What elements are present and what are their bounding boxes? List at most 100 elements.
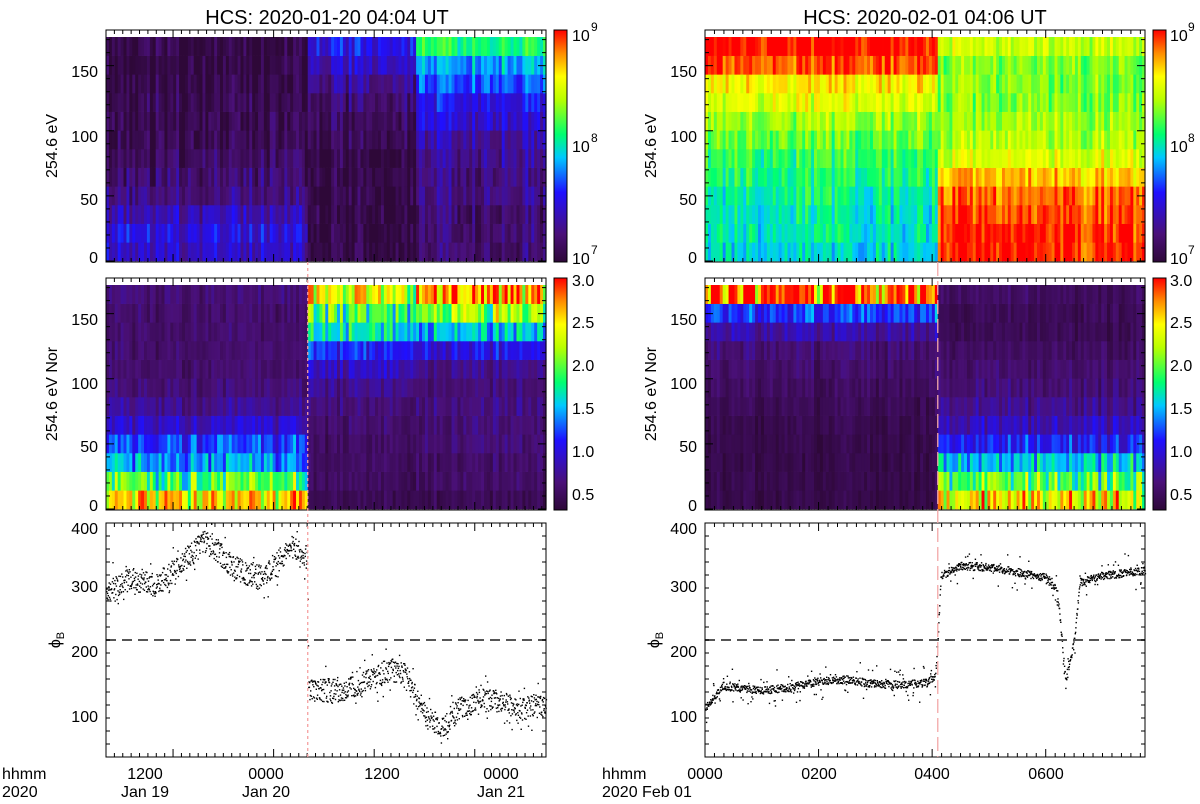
phi-point: [391, 660, 393, 663]
phi-point: [160, 584, 162, 586]
phi-point: [238, 575, 241, 578]
heatmap-cell: [501, 453, 506, 472]
heatmap-cell: [199, 223, 204, 243]
heatmap-cell: [451, 55, 456, 75]
heatmap-cell: [260, 130, 265, 150]
heatmap-cell: [501, 322, 506, 342]
heatmap-cell: [531, 55, 535, 75]
heatmap-cell: [182, 111, 186, 131]
phi-point: [404, 664, 406, 666]
heatmap-cell: [334, 359, 338, 379]
phi-point: [225, 565, 227, 568]
heatmap-cell: [410, 93, 414, 112]
phi-point: [389, 689, 391, 691]
phi-point: [407, 682, 410, 684]
phi-point: [255, 572, 257, 575]
heatmap-cell: [152, 471, 157, 491]
heatmap-cell: [363, 341, 367, 360]
heatmap-cell: [501, 285, 506, 304]
heatmap-cell: [234, 490, 239, 510]
heatmap-cell: [345, 303, 350, 323]
phi-point: [365, 676, 367, 679]
heatmap-cell: [234, 223, 239, 243]
colorbar-tick: 3.0: [572, 273, 594, 290]
phi-point: [165, 577, 167, 580]
heatmap-cell: [263, 378, 268, 398]
heatmap-cell: [337, 186, 341, 206]
phi-point: [322, 678, 324, 681]
heatmap-cell: [155, 74, 160, 94]
heatmap-cell: [220, 397, 224, 416]
phi-point: [279, 562, 281, 564]
heatmap-cell: [466, 55, 470, 75]
heatmap-cell: [354, 223, 359, 243]
phi-point: [142, 588, 144, 590]
heatmap-cell: [255, 341, 259, 360]
phi-point: [164, 583, 166, 586]
heatmap-cell: [307, 285, 312, 304]
heatmap-cell: [484, 37, 488, 56]
heatmap-cell: [463, 359, 467, 379]
heatmap-cell: [395, 37, 400, 56]
heatmap-cell: [255, 434, 259, 454]
heatmap-cell: [492, 378, 497, 398]
phi-point: [298, 557, 300, 559]
heatmap-cell: [478, 322, 482, 342]
heatmap-cell: [351, 434, 356, 454]
heatmap-cell: [510, 378, 515, 398]
heatmap-cell: [275, 37, 280, 56]
heatmap-cell: [272, 223, 277, 243]
heatmap-cell: [427, 471, 432, 491]
heatmap-cell: [170, 149, 174, 168]
heatmap-cell: [307, 74, 312, 94]
phi-point: [347, 694, 349, 696]
heatmap-cell: [296, 378, 300, 398]
phi-point: [191, 559, 194, 562]
phi-point: [134, 579, 136, 582]
heatmap-cell: [380, 453, 385, 472]
heatmap-cell: [513, 415, 518, 435]
heatmap-cell: [531, 111, 535, 131]
heatmap-cell: [296, 471, 300, 491]
phi-point: [107, 589, 110, 591]
heatmap-cell: [504, 397, 509, 416]
heatmap-cell: [316, 111, 321, 131]
heatmap-cell: [475, 93, 479, 112]
phi-point: [431, 716, 433, 719]
phi-point: [288, 550, 290, 552]
phi-point: [106, 591, 108, 593]
heatmap-cell: [141, 74, 145, 94]
heatmap-cell: [540, 359, 544, 379]
phi-point: [301, 562, 304, 564]
heatmap-cell: [208, 285, 212, 304]
heatmap-cell: [243, 74, 247, 94]
heatmap-cell: [383, 341, 388, 360]
phi-point: [426, 719, 428, 721]
heatmap-cell: [249, 453, 253, 472]
phi-point: [211, 533, 213, 535]
heatmap-cell: [126, 285, 130, 304]
heatmap-cell: [217, 111, 221, 131]
y-tick-label: 50: [80, 439, 98, 456]
heatmap-cell: [442, 74, 447, 94]
phi-point: [389, 662, 392, 664]
heatmap-cell: [196, 223, 201, 243]
heatmap-cell: [123, 186, 128, 206]
heatmap-cell: [196, 285, 201, 304]
heatmap-cell: [451, 415, 456, 435]
heatmap-cell: [258, 55, 262, 75]
heatmap-cell: [454, 55, 459, 75]
heatmap-cell: [507, 74, 512, 94]
heatmap-cell: [469, 378, 473, 398]
heatmap-cell: [193, 111, 198, 131]
heatmap-cell: [281, 223, 285, 243]
heatmap-cell: [281, 186, 285, 206]
heatmap-cell: [486, 149, 491, 168]
heatmap-cell: [433, 37, 438, 56]
heatmap-cell: [339, 359, 344, 379]
heatmap-cell: [275, 322, 280, 342]
heatmap-cell: [325, 378, 329, 398]
heatmap-cell: [331, 186, 335, 206]
phi-point: [186, 567, 188, 569]
heatmap-cell: [540, 74, 544, 94]
